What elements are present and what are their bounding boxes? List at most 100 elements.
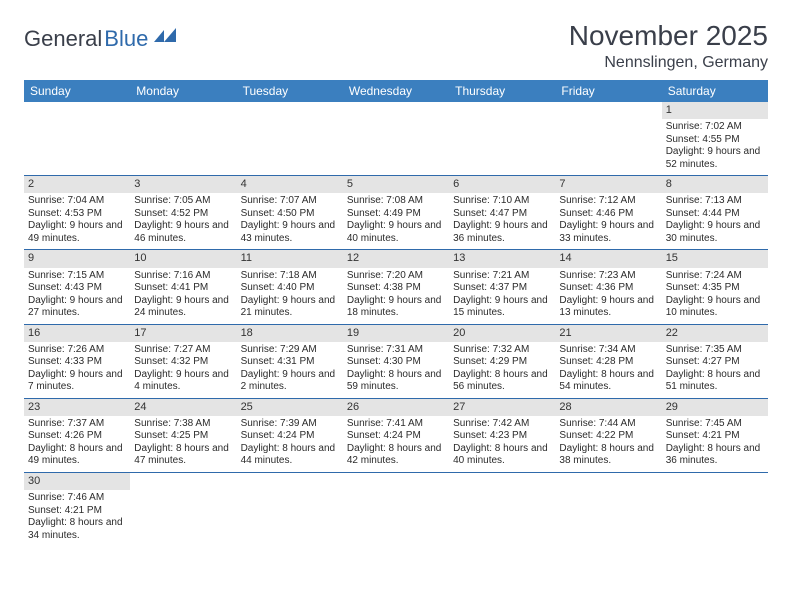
- day-number: 4: [237, 176, 343, 193]
- calendar-cell: 25Sunrise: 7:39 AMSunset: 4:24 PMDayligh…: [237, 398, 343, 472]
- day-details: Sunrise: 7:29 AMSunset: 4:31 PMDaylight:…: [237, 342, 343, 398]
- calendar-cell: [237, 102, 343, 176]
- sunset-text: Sunset: 4:38 PM: [347, 282, 445, 295]
- day-number: 20: [449, 325, 555, 342]
- calendar-row: 30Sunrise: 7:46 AMSunset: 4:21 PMDayligh…: [24, 472, 768, 546]
- day-number: 19: [343, 325, 449, 342]
- weekday-wednesday: Wednesday: [343, 80, 449, 102]
- sunset-text: Sunset: 4:24 PM: [347, 430, 445, 443]
- calendar-cell: 22Sunrise: 7:35 AMSunset: 4:27 PMDayligh…: [662, 324, 768, 398]
- calendar-cell: 1Sunrise: 7:02 AMSunset: 4:55 PMDaylight…: [662, 102, 768, 176]
- day-details: Sunrise: 7:37 AMSunset: 4:26 PMDaylight:…: [24, 416, 130, 472]
- sunset-text: Sunset: 4:49 PM: [347, 208, 445, 221]
- daylight-text: Daylight: 8 hours and 47 minutes.: [134, 443, 232, 468]
- calendar-cell: [555, 472, 661, 546]
- logo: GeneralBlue: [24, 26, 180, 52]
- day-details: Sunrise: 7:20 AMSunset: 4:38 PMDaylight:…: [343, 268, 449, 324]
- day-number: 1: [662, 102, 768, 119]
- sunset-text: Sunset: 4:24 PM: [241, 430, 339, 443]
- daylight-text: Daylight: 9 hours and 15 minutes.: [453, 295, 551, 320]
- day-details: Sunrise: 7:44 AMSunset: 4:22 PMDaylight:…: [555, 416, 661, 472]
- sunset-text: Sunset: 4:47 PM: [453, 208, 551, 221]
- sunset-text: Sunset: 4:41 PM: [134, 282, 232, 295]
- sunset-text: Sunset: 4:43 PM: [28, 282, 126, 295]
- daylight-text: Daylight: 9 hours and 2 minutes.: [241, 369, 339, 394]
- day-details: Sunrise: 7:38 AMSunset: 4:25 PMDaylight:…: [130, 416, 236, 472]
- daylight-text: Daylight: 9 hours and 43 minutes.: [241, 220, 339, 245]
- day-number: 18: [237, 325, 343, 342]
- daylight-text: Daylight: 8 hours and 42 minutes.: [347, 443, 445, 468]
- calendar-cell: 26Sunrise: 7:41 AMSunset: 4:24 PMDayligh…: [343, 398, 449, 472]
- sunset-text: Sunset: 4:53 PM: [28, 208, 126, 221]
- daylight-text: Daylight: 9 hours and 46 minutes.: [134, 220, 232, 245]
- sunrise-text: Sunrise: 7:32 AM: [453, 344, 551, 357]
- daylight-text: Daylight: 9 hours and 21 minutes.: [241, 295, 339, 320]
- sunset-text: Sunset: 4:35 PM: [666, 282, 764, 295]
- sunset-text: Sunset: 4:50 PM: [241, 208, 339, 221]
- calendar-row: 1Sunrise: 7:02 AMSunset: 4:55 PMDaylight…: [24, 102, 768, 176]
- sunrise-text: Sunrise: 7:42 AM: [453, 418, 551, 431]
- calendar-cell: 24Sunrise: 7:38 AMSunset: 4:25 PMDayligh…: [130, 398, 236, 472]
- calendar-cell: [343, 472, 449, 546]
- logo-flag-icon: [154, 26, 180, 52]
- sunset-text: Sunset: 4:33 PM: [28, 356, 126, 369]
- day-number: 29: [662, 399, 768, 416]
- calendar-cell: 18Sunrise: 7:29 AMSunset: 4:31 PMDayligh…: [237, 324, 343, 398]
- calendar-cell: 30Sunrise: 7:46 AMSunset: 4:21 PMDayligh…: [24, 472, 130, 546]
- day-details: Sunrise: 7:41 AMSunset: 4:24 PMDaylight:…: [343, 416, 449, 472]
- calendar-cell: 10Sunrise: 7:16 AMSunset: 4:41 PMDayligh…: [130, 250, 236, 324]
- sunset-text: Sunset: 4:31 PM: [241, 356, 339, 369]
- calendar-cell: 23Sunrise: 7:37 AMSunset: 4:26 PMDayligh…: [24, 398, 130, 472]
- day-details: Sunrise: 7:27 AMSunset: 4:32 PMDaylight:…: [130, 342, 236, 398]
- weekday-thursday: Thursday: [449, 80, 555, 102]
- calendar-cell: 3Sunrise: 7:05 AMSunset: 4:52 PMDaylight…: [130, 176, 236, 250]
- daylight-text: Daylight: 8 hours and 36 minutes.: [666, 443, 764, 468]
- day-number: 7: [555, 176, 661, 193]
- day-details: Sunrise: 7:39 AMSunset: 4:24 PMDaylight:…: [237, 416, 343, 472]
- day-number: 6: [449, 176, 555, 193]
- daylight-text: Daylight: 9 hours and 7 minutes.: [28, 369, 126, 394]
- calendar-cell: 15Sunrise: 7:24 AMSunset: 4:35 PMDayligh…: [662, 250, 768, 324]
- sunrise-text: Sunrise: 7:31 AM: [347, 344, 445, 357]
- weekday-saturday: Saturday: [662, 80, 768, 102]
- sunset-text: Sunset: 4:23 PM: [453, 430, 551, 443]
- calendar-cell: 28Sunrise: 7:44 AMSunset: 4:22 PMDayligh…: [555, 398, 661, 472]
- sunset-text: Sunset: 4:36 PM: [559, 282, 657, 295]
- logo-text-blue: Blue: [104, 26, 148, 52]
- calendar-cell: 7Sunrise: 7:12 AMSunset: 4:46 PMDaylight…: [555, 176, 661, 250]
- calendar-cell: 2Sunrise: 7:04 AMSunset: 4:53 PMDaylight…: [24, 176, 130, 250]
- day-details: Sunrise: 7:26 AMSunset: 4:33 PMDaylight:…: [24, 342, 130, 398]
- sunrise-text: Sunrise: 7:16 AM: [134, 270, 232, 283]
- sunset-text: Sunset: 4:25 PM: [134, 430, 232, 443]
- day-details: Sunrise: 7:32 AMSunset: 4:29 PMDaylight:…: [449, 342, 555, 398]
- day-details: Sunrise: 7:23 AMSunset: 4:36 PMDaylight:…: [555, 268, 661, 324]
- day-number: 23: [24, 399, 130, 416]
- sunrise-text: Sunrise: 7:18 AM: [241, 270, 339, 283]
- month-title: November 2025: [569, 20, 768, 52]
- sunrise-text: Sunrise: 7:05 AM: [134, 195, 232, 208]
- day-details: Sunrise: 7:34 AMSunset: 4:28 PMDaylight:…: [555, 342, 661, 398]
- calendar-cell: 14Sunrise: 7:23 AMSunset: 4:36 PMDayligh…: [555, 250, 661, 324]
- sunset-text: Sunset: 4:40 PM: [241, 282, 339, 295]
- day-number: 25: [237, 399, 343, 416]
- weekday-tuesday: Tuesday: [237, 80, 343, 102]
- daylight-text: Daylight: 9 hours and 10 minutes.: [666, 295, 764, 320]
- calendar-cell: 12Sunrise: 7:20 AMSunset: 4:38 PMDayligh…: [343, 250, 449, 324]
- calendar-cell: [449, 102, 555, 176]
- day-details: Sunrise: 7:31 AMSunset: 4:30 PMDaylight:…: [343, 342, 449, 398]
- calendar-cell: 4Sunrise: 7:07 AMSunset: 4:50 PMDaylight…: [237, 176, 343, 250]
- day-number: 27: [449, 399, 555, 416]
- day-number: 28: [555, 399, 661, 416]
- calendar-table: Sunday Monday Tuesday Wednesday Thursday…: [24, 80, 768, 546]
- calendar-cell: 27Sunrise: 7:42 AMSunset: 4:23 PMDayligh…: [449, 398, 555, 472]
- daylight-text: Daylight: 9 hours and 27 minutes.: [28, 295, 126, 320]
- weekday-friday: Friday: [555, 80, 661, 102]
- day-details: Sunrise: 7:02 AMSunset: 4:55 PMDaylight:…: [662, 119, 768, 175]
- sunrise-text: Sunrise: 7:29 AM: [241, 344, 339, 357]
- daylight-text: Daylight: 9 hours and 40 minutes.: [347, 220, 445, 245]
- calendar-cell: [449, 472, 555, 546]
- calendar-cell: 16Sunrise: 7:26 AMSunset: 4:33 PMDayligh…: [24, 324, 130, 398]
- day-number: 15: [662, 250, 768, 267]
- day-details: Sunrise: 7:42 AMSunset: 4:23 PMDaylight:…: [449, 416, 555, 472]
- sunset-text: Sunset: 4:22 PM: [559, 430, 657, 443]
